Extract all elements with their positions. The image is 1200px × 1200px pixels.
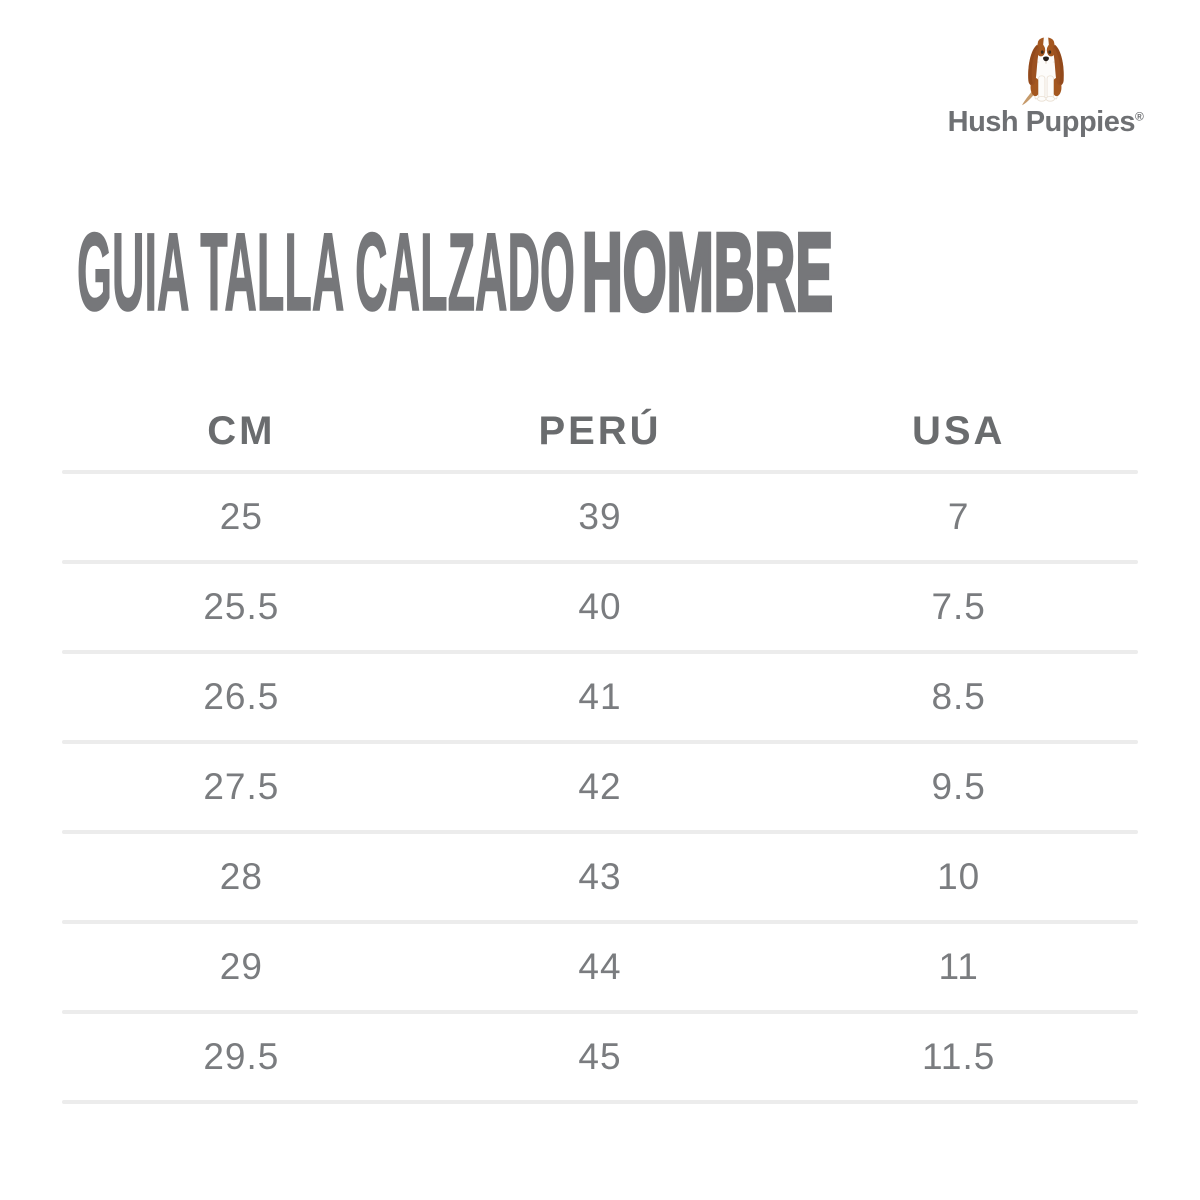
cell-usa: 10 bbox=[937, 856, 981, 897]
cell-usa: 11.5 bbox=[922, 1036, 996, 1077]
cell-cm: 28 bbox=[219, 856, 263, 897]
row-divider bbox=[62, 740, 1138, 744]
table-header-row: CM PERÚ USA bbox=[62, 392, 1138, 470]
column-header-usa: USA bbox=[911, 408, 1006, 453]
page-title-emphasis: HOMBRE bbox=[582, 211, 833, 334]
hush-puppies-logo: Hush Puppies® bbox=[938, 30, 1153, 139]
table-row: 25 39 7 bbox=[62, 474, 1138, 560]
cell-cm: 27.5 bbox=[203, 766, 280, 807]
row-divider bbox=[62, 470, 1138, 474]
cell-peru: 41 bbox=[578, 676, 622, 717]
size-guide-table: CM PERÚ USA 25 39 7 25.5 40 7.5 26.5 41 … bbox=[62, 392, 1138, 1104]
page-title-regular: GUIA TALLA CALZADO bbox=[77, 211, 575, 334]
row-divider bbox=[62, 650, 1138, 654]
cell-usa: 7.5 bbox=[931, 586, 986, 627]
brand-name: Hush Puppies bbox=[947, 106, 1136, 138]
table-row: 25.5 40 7.5 bbox=[62, 564, 1138, 650]
table-row: 28 43 10 bbox=[62, 834, 1138, 920]
cell-peru: 43 bbox=[578, 856, 622, 897]
row-divider bbox=[62, 1100, 1138, 1104]
table-row: 29 44 11 bbox=[62, 924, 1138, 1010]
cell-peru: 44 bbox=[578, 946, 622, 987]
row-divider bbox=[62, 830, 1138, 834]
table-row: 26.5 41 8.5 bbox=[62, 654, 1138, 740]
table-row: 27.5 42 9.5 bbox=[62, 744, 1138, 830]
column-header-peru: PERÚ bbox=[538, 408, 662, 453]
cell-usa: 7 bbox=[947, 496, 970, 537]
basset-hound-icon bbox=[1021, 36, 1064, 106]
column-header-cm: CM bbox=[207, 408, 276, 453]
table-row: 29.5 45 11.5 bbox=[62, 1014, 1138, 1100]
cell-peru: 42 bbox=[578, 766, 622, 807]
registered-mark: ® bbox=[1135, 109, 1144, 124]
cell-usa: 9.5 bbox=[931, 766, 986, 807]
page-title: GUIA TALLA CALZADO HOMBRE bbox=[75, 209, 845, 337]
cell-cm: 25 bbox=[219, 496, 263, 537]
cell-cm: 29 bbox=[219, 946, 263, 987]
cell-usa: 8.5 bbox=[931, 676, 986, 717]
cell-peru: 39 bbox=[578, 496, 622, 537]
cell-cm: 29.5 bbox=[203, 1036, 280, 1077]
cell-peru: 45 bbox=[578, 1036, 622, 1077]
cell-cm: 25.5 bbox=[203, 586, 280, 627]
cell-cm: 26.5 bbox=[203, 676, 280, 717]
brand-wordmark: Hush Puppies® bbox=[938, 106, 1153, 139]
cell-usa: 11 bbox=[938, 946, 979, 987]
row-divider bbox=[62, 920, 1138, 924]
row-divider bbox=[62, 560, 1138, 564]
cell-peru: 40 bbox=[578, 586, 622, 627]
row-divider bbox=[62, 1010, 1138, 1014]
